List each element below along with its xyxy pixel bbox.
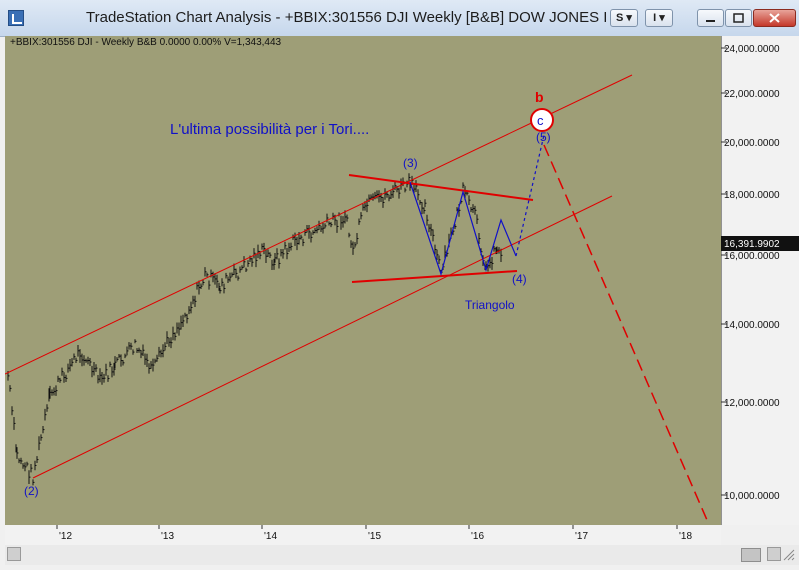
x-tick-label: '13: [161, 531, 174, 542]
close-icon: [769, 13, 780, 23]
x-tick-label: '15: [368, 531, 381, 542]
y-tick-label: 16,000.0000: [724, 251, 780, 262]
wave-c-label: c: [537, 113, 544, 128]
y-tick-label: 24,000.0000: [724, 44, 780, 55]
y-tick-label: 20,000.0000: [724, 138, 780, 149]
resize-grip-icon: [783, 549, 795, 561]
y-tick-label: 14,000.0000: [724, 320, 780, 331]
wave-sketch-line: [409, 181, 517, 277]
x-tick-label: '12: [59, 531, 72, 542]
chart-info-line: +BBIX:301556 DJI - Weekly B&B 0.0000 0.0…: [10, 37, 282, 48]
price-bars: [7, 173, 503, 486]
wave-b-label: b: [535, 89, 544, 105]
wave5-projection-line: [515, 134, 545, 257]
horizontal-scrollbar[interactable]: [5, 545, 799, 565]
projected-decline-line: [543, 144, 708, 521]
lower-channel-line: [32, 195, 613, 479]
title-bar: TradeStation Chart Analysis - +BBIX:3015…: [0, 0, 799, 37]
triangle-lower-line: [351, 270, 518, 283]
wave-c-marker: [530, 108, 554, 132]
price-axis: 24,000.0000 22,000.0000 20,000.0000 18,000.…: [720, 36, 799, 525]
wave-4-label: (4): [512, 272, 527, 286]
scroll-thumb[interactable]: [741, 548, 761, 562]
time-axis: '12 '13 '14 '15 '16 '17 '18: [5, 525, 721, 545]
x-tick-label: '16: [471, 531, 484, 542]
close-button[interactable]: [753, 9, 796, 27]
chart-plot-area[interactable]: +BBIX:301556 DJI - Weekly B&B 0.0000 0.0…: [4, 36, 721, 525]
upper-channel-line: [4, 74, 633, 375]
y-tick-label: 12,000.0000: [724, 398, 780, 409]
wave-5-label: (5): [536, 130, 551, 144]
window-title: TradeStation Chart Analysis - +BBIX:3015…: [86, 9, 606, 26]
minimize-button[interactable]: [697, 9, 724, 27]
x-tick-label: '14: [264, 531, 277, 542]
wave-3-label: (3): [403, 156, 418, 170]
y-tick-label: 22,000.0000: [724, 89, 780, 100]
wave-2-label: (2): [24, 484, 39, 498]
app-icon: [8, 10, 24, 26]
y-tick-label: 10,000.0000: [724, 491, 780, 502]
minimize-icon: [706, 20, 715, 22]
maximize-button[interactable]: [725, 9, 752, 27]
maximize-icon: [733, 13, 744, 23]
current-price-label: 16,391.9902: [724, 239, 780, 250]
triangle-upper-line: [348, 174, 534, 201]
x-tick-label: '18: [679, 531, 692, 542]
scroll-right-button[interactable]: [767, 547, 781, 561]
triangle-label: Triangolo: [465, 298, 515, 312]
i-menu-button[interactable]: I ▾: [645, 9, 673, 27]
y-tick-label: 18,000.0000: [724, 190, 780, 201]
s-menu-button[interactable]: S ▾: [610, 9, 638, 27]
scroll-left-button[interactable]: [7, 547, 21, 561]
headline-note: L'ultima possibilità per i Tori....: [170, 121, 369, 138]
x-tick-label: '17: [575, 531, 588, 542]
price-chart[interactable]: +BBIX:301556 DJI - Weekly B&B 0.0000 0.0…: [4, 36, 721, 525]
